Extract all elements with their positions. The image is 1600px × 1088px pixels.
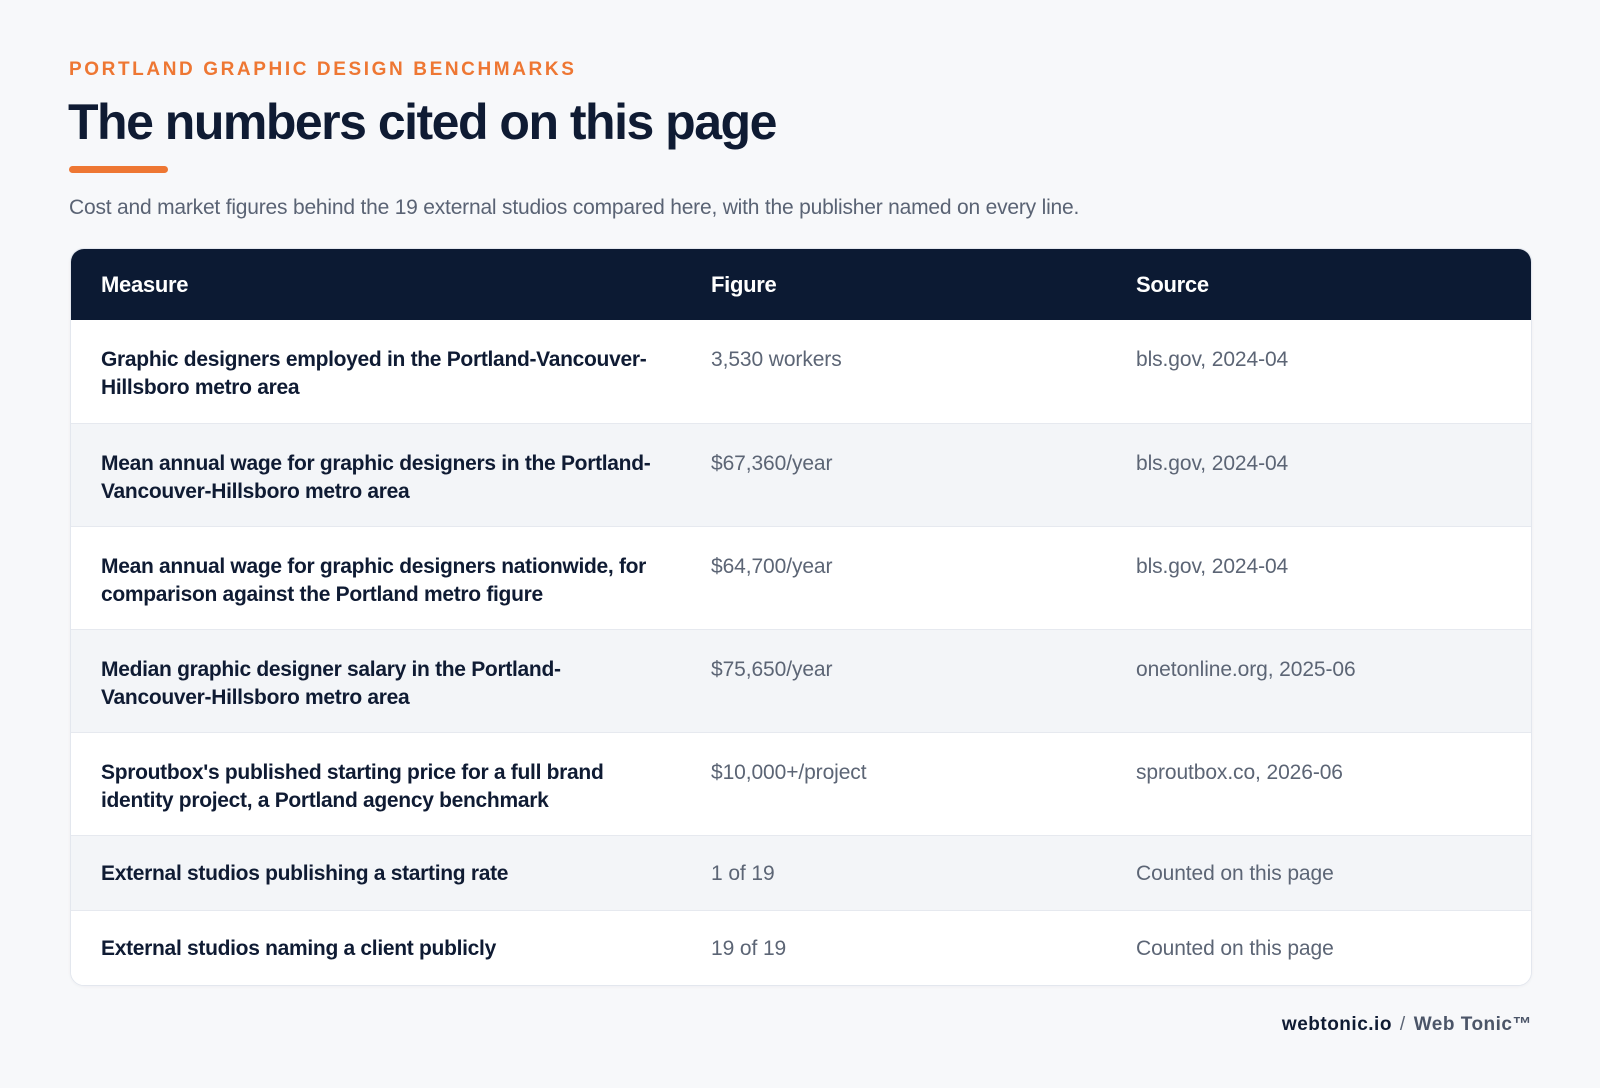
measure-cell: External studios naming a client publicl…: [71, 909, 681, 985]
table-header: Measure Figure Source: [71, 249, 1531, 320]
column-header-source: Source: [1136, 271, 1209, 297]
table-row: Sproutbox's published starting price for…: [71, 731, 1531, 835]
footer-brand: Web Tonic™: [1413, 1014, 1532, 1035]
source-cell: onetonline.org, 2025-06: [1106, 628, 1531, 732]
table-row: External studios naming a client publicl…: [71, 909, 1531, 985]
figure-cell: $75,650/year: [681, 628, 1106, 732]
source-cell: bls.gov, 2024-04: [1106, 422, 1531, 526]
source-cell: Counted on this page: [1106, 909, 1531, 985]
figure-cell: $10,000+/project: [681, 731, 1106, 835]
benchmarks-table-card: Measure Figure Source Graphic designers …: [70, 248, 1532, 986]
column-header-measure: Measure: [101, 271, 189, 297]
table-row: External studios publishing a starting r…: [71, 834, 1531, 910]
page-subtitle: Cost and market figures behind the 19 ex…: [69, 196, 1080, 219]
table-body: Graphic designers employed in the Portla…: [71, 320, 1531, 985]
table-row: Mean annual wage for graphic designers i…: [71, 422, 1531, 526]
page-title: The numbers cited on this page: [68, 94, 777, 150]
footer-separator: /: [1399, 1014, 1406, 1035]
title-accent-rule: [69, 166, 168, 173]
figure-cell: 3,530 workers: [711, 348, 842, 371]
column-header-figure: Figure: [711, 271, 777, 297]
footer-credit: webtonic.io / Web Tonic™: [1282, 1014, 1532, 1036]
table-row: Graphic designers employed in the Portla…: [71, 320, 1531, 423]
footer-domain-link[interactable]: webtonic.io: [1281, 1014, 1392, 1035]
source-cell: bls.gov, 2024-04: [1136, 348, 1289, 371]
measure-cell: Mean annual wage for graphic designers n…: [71, 525, 681, 629]
measure-cell: Mean annual wage for graphic designers i…: [71, 422, 681, 526]
figure-cell: 19 of 19: [681, 909, 1106, 985]
source-cell: Counted on this page: [1106, 834, 1531, 910]
table-row: Mean annual wage for graphic designers n…: [71, 525, 1531, 629]
measure-cell: Median graphic designer salary in the Po…: [71, 628, 681, 732]
source-cell: bls.gov, 2024-04: [1106, 525, 1531, 629]
benchmarks-table: Measure Figure Source Graphic designers …: [71, 249, 1531, 985]
measure-cell: External studios publishing a starting r…: [71, 834, 681, 910]
table-header-row: Measure Figure Source: [71, 249, 1531, 320]
measure-cell: Graphic designers employed in the Portla…: [101, 348, 647, 399]
figure-cell: $64,700/year: [681, 525, 1106, 629]
figure-cell: 1 of 19: [681, 834, 1106, 910]
measure-cell: Sproutbox's published starting price for…: [71, 731, 681, 835]
eyebrow-label: PORTLAND GRAPHIC DESIGN BENCHMARKS: [69, 59, 577, 80]
table-row: Median graphic designer salary in the Po…: [71, 628, 1531, 732]
source-cell: sproutbox.co, 2026-06: [1106, 731, 1531, 835]
figure-cell: $67,360/year: [681, 422, 1106, 526]
